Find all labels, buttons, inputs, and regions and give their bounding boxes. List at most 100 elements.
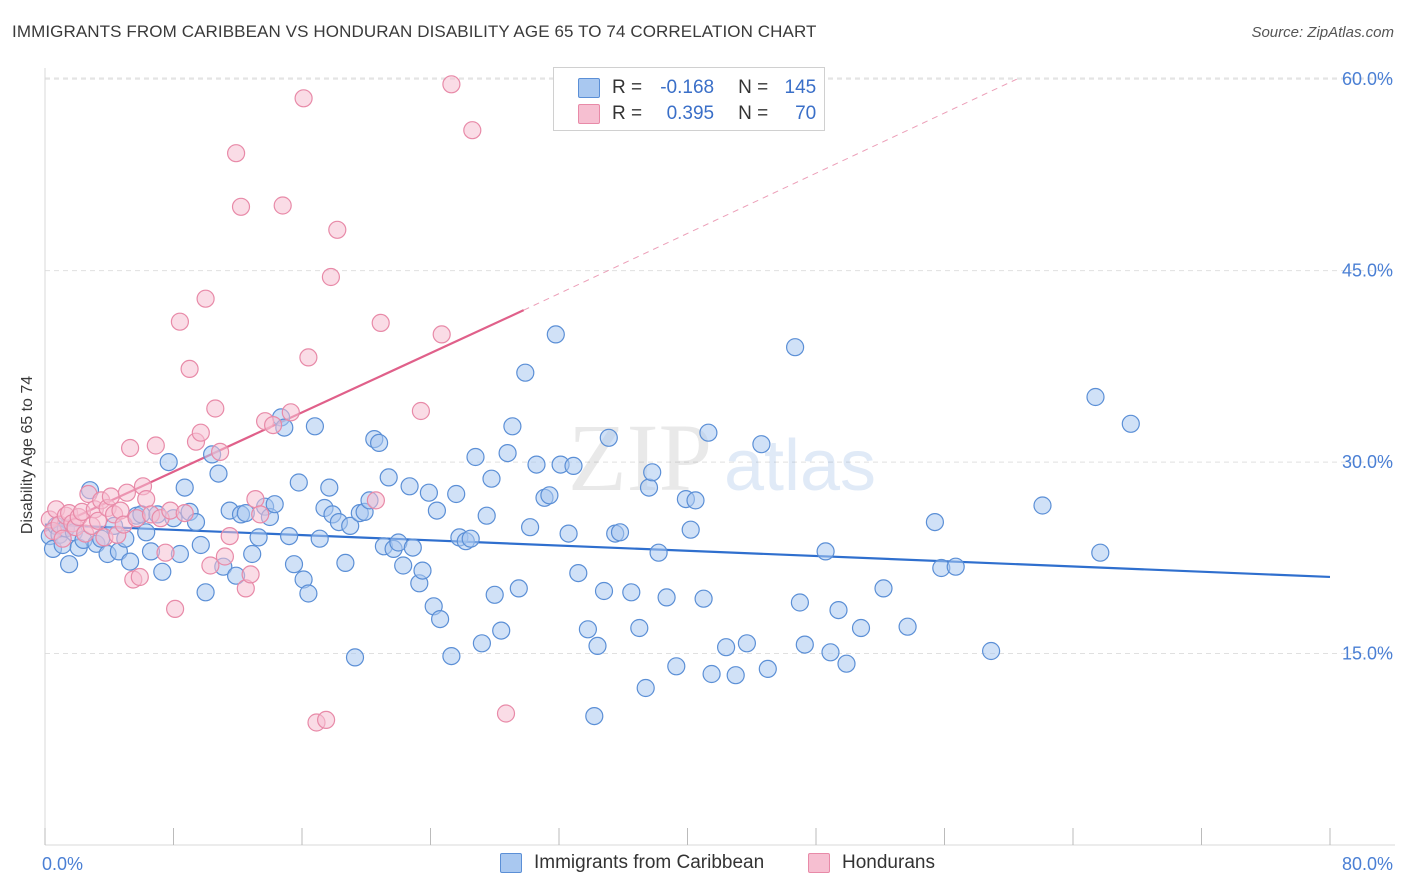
- data-point-blue: [1091, 543, 1110, 562]
- trend-extension-pink: [523, 78, 1017, 311]
- data-point-pink: [220, 526, 239, 546]
- data-point-blue: [137, 523, 156, 542]
- data-point-pink: [88, 511, 108, 530]
- data-point-blue: [946, 557, 965, 576]
- data-point-blue: [795, 635, 814, 654]
- legend-r-value: -0.168: [660, 77, 715, 98]
- legend-n-value: 70: [795, 103, 817, 124]
- data-point-blue: [1086, 387, 1105, 407]
- data-point-blue: [482, 469, 501, 488]
- x-tick-label-max: 80.0%: [1342, 854, 1393, 874]
- data-point-pink: [273, 196, 292, 215]
- y-axis-label: Disability Age 65 to 74: [19, 376, 36, 534]
- data-point-blue: [121, 552, 140, 571]
- data-point-blue: [400, 477, 419, 496]
- data-point-pink: [371, 313, 390, 332]
- data-point-blue: [702, 664, 721, 684]
- data-point-pink: [496, 704, 516, 723]
- data-point-blue: [345, 648, 365, 667]
- data-point-pink: [264, 416, 283, 435]
- data-point-blue: [249, 528, 268, 547]
- data-point-blue: [419, 483, 438, 502]
- data-point-blue: [821, 643, 840, 662]
- data-point-blue: [153, 562, 172, 581]
- data-point-pink: [53, 529, 72, 548]
- data-point-blue: [588, 636, 607, 656]
- y-tick-label: 30.0%: [1342, 452, 1393, 472]
- legend-row-caribbean: R = -0.168 N = 145: [578, 76, 822, 100]
- data-point-blue: [442, 646, 461, 666]
- data-point-pink: [170, 312, 189, 331]
- data-point-blue: [289, 473, 308, 492]
- data-point-pink: [180, 359, 199, 378]
- data-point-blue: [610, 523, 630, 542]
- y-tick-label: 15.0%: [1342, 644, 1393, 664]
- legend-n-label: N =: [738, 77, 769, 98]
- source-label: Source: ZipAtlas.com: [1251, 24, 1394, 41]
- data-point-pink: [206, 399, 225, 418]
- data-point-blue: [540, 486, 559, 505]
- data-point-blue: [578, 620, 598, 639]
- data-point-blue: [564, 456, 583, 475]
- data-point-blue: [898, 617, 917, 636]
- data-point-blue: [639, 478, 659, 497]
- data-point-pink: [241, 565, 260, 584]
- data-point-blue: [461, 529, 480, 548]
- axes: [44, 68, 1395, 846]
- data-point-blue: [447, 484, 466, 504]
- data-point-blue: [758, 659, 777, 679]
- legend-swatch-pink: [578, 104, 600, 124]
- data-point-blue: [925, 512, 945, 532]
- data-point-blue: [413, 561, 432, 580]
- bottom-legend-swatch-pink: [808, 853, 830, 873]
- watermark-atlas: atlas: [724, 426, 876, 506]
- data-point-blue: [649, 543, 668, 562]
- series-pink: [40, 75, 516, 732]
- legend-row-hondurans: R = 0.395 N = 70: [578, 102, 822, 126]
- bottom-legend-label: Hondurans: [842, 852, 935, 873]
- data-point-pink: [130, 567, 149, 587]
- y-tick-label: 60.0%: [1342, 69, 1393, 89]
- data-point-blue: [379, 468, 398, 487]
- data-point-blue: [569, 563, 588, 583]
- data-point-pink: [246, 490, 265, 509]
- legend-r-label: R =: [612, 77, 643, 98]
- data-point-blue: [594, 581, 614, 601]
- data-point-blue: [520, 518, 540, 537]
- data-point-pink: [156, 543, 175, 562]
- y-tick-label: 45.0%: [1342, 261, 1393, 281]
- data-point-blue: [341, 516, 360, 536]
- data-point-blue: [790, 593, 810, 612]
- data-point-blue: [175, 478, 194, 497]
- data-point-blue: [599, 428, 618, 447]
- data-point-blue: [509, 579, 528, 598]
- data-point-blue: [265, 495, 284, 514]
- data-point-blue: [159, 453, 178, 472]
- data-point-blue: [726, 666, 745, 685]
- legend-swatch-blue: [578, 78, 600, 98]
- tick-labels: 15.0% 30.0% 45.0% 60.0% 0.0% 80.0%: [42, 69, 1393, 874]
- data-point-blue: [636, 678, 655, 698]
- data-point-pink: [117, 483, 137, 502]
- data-point-blue: [874, 579, 893, 598]
- data-point-blue: [209, 464, 228, 483]
- data-point-pink: [411, 401, 430, 421]
- data-point-pink: [215, 547, 234, 566]
- legend-r-label: R =: [612, 103, 643, 124]
- x-tick-label-min: 0.0%: [42, 854, 83, 874]
- data-point-pink: [231, 197, 251, 216]
- legend-r-value: 0.395: [666, 103, 715, 124]
- data-point-blue: [630, 618, 649, 638]
- data-point-pink: [166, 599, 185, 619]
- data-point-pink: [175, 503, 194, 523]
- data-point-pink: [463, 121, 482, 140]
- data-point-blue: [981, 641, 1001, 661]
- data-point-blue: [1033, 496, 1052, 515]
- data-point-blue: [752, 435, 771, 454]
- data-point-pink: [432, 325, 451, 344]
- data-point-blue: [585, 706, 604, 726]
- data-point-blue: [694, 589, 713, 608]
- data-point-pink: [196, 289, 215, 308]
- data-point-pink: [211, 442, 230, 461]
